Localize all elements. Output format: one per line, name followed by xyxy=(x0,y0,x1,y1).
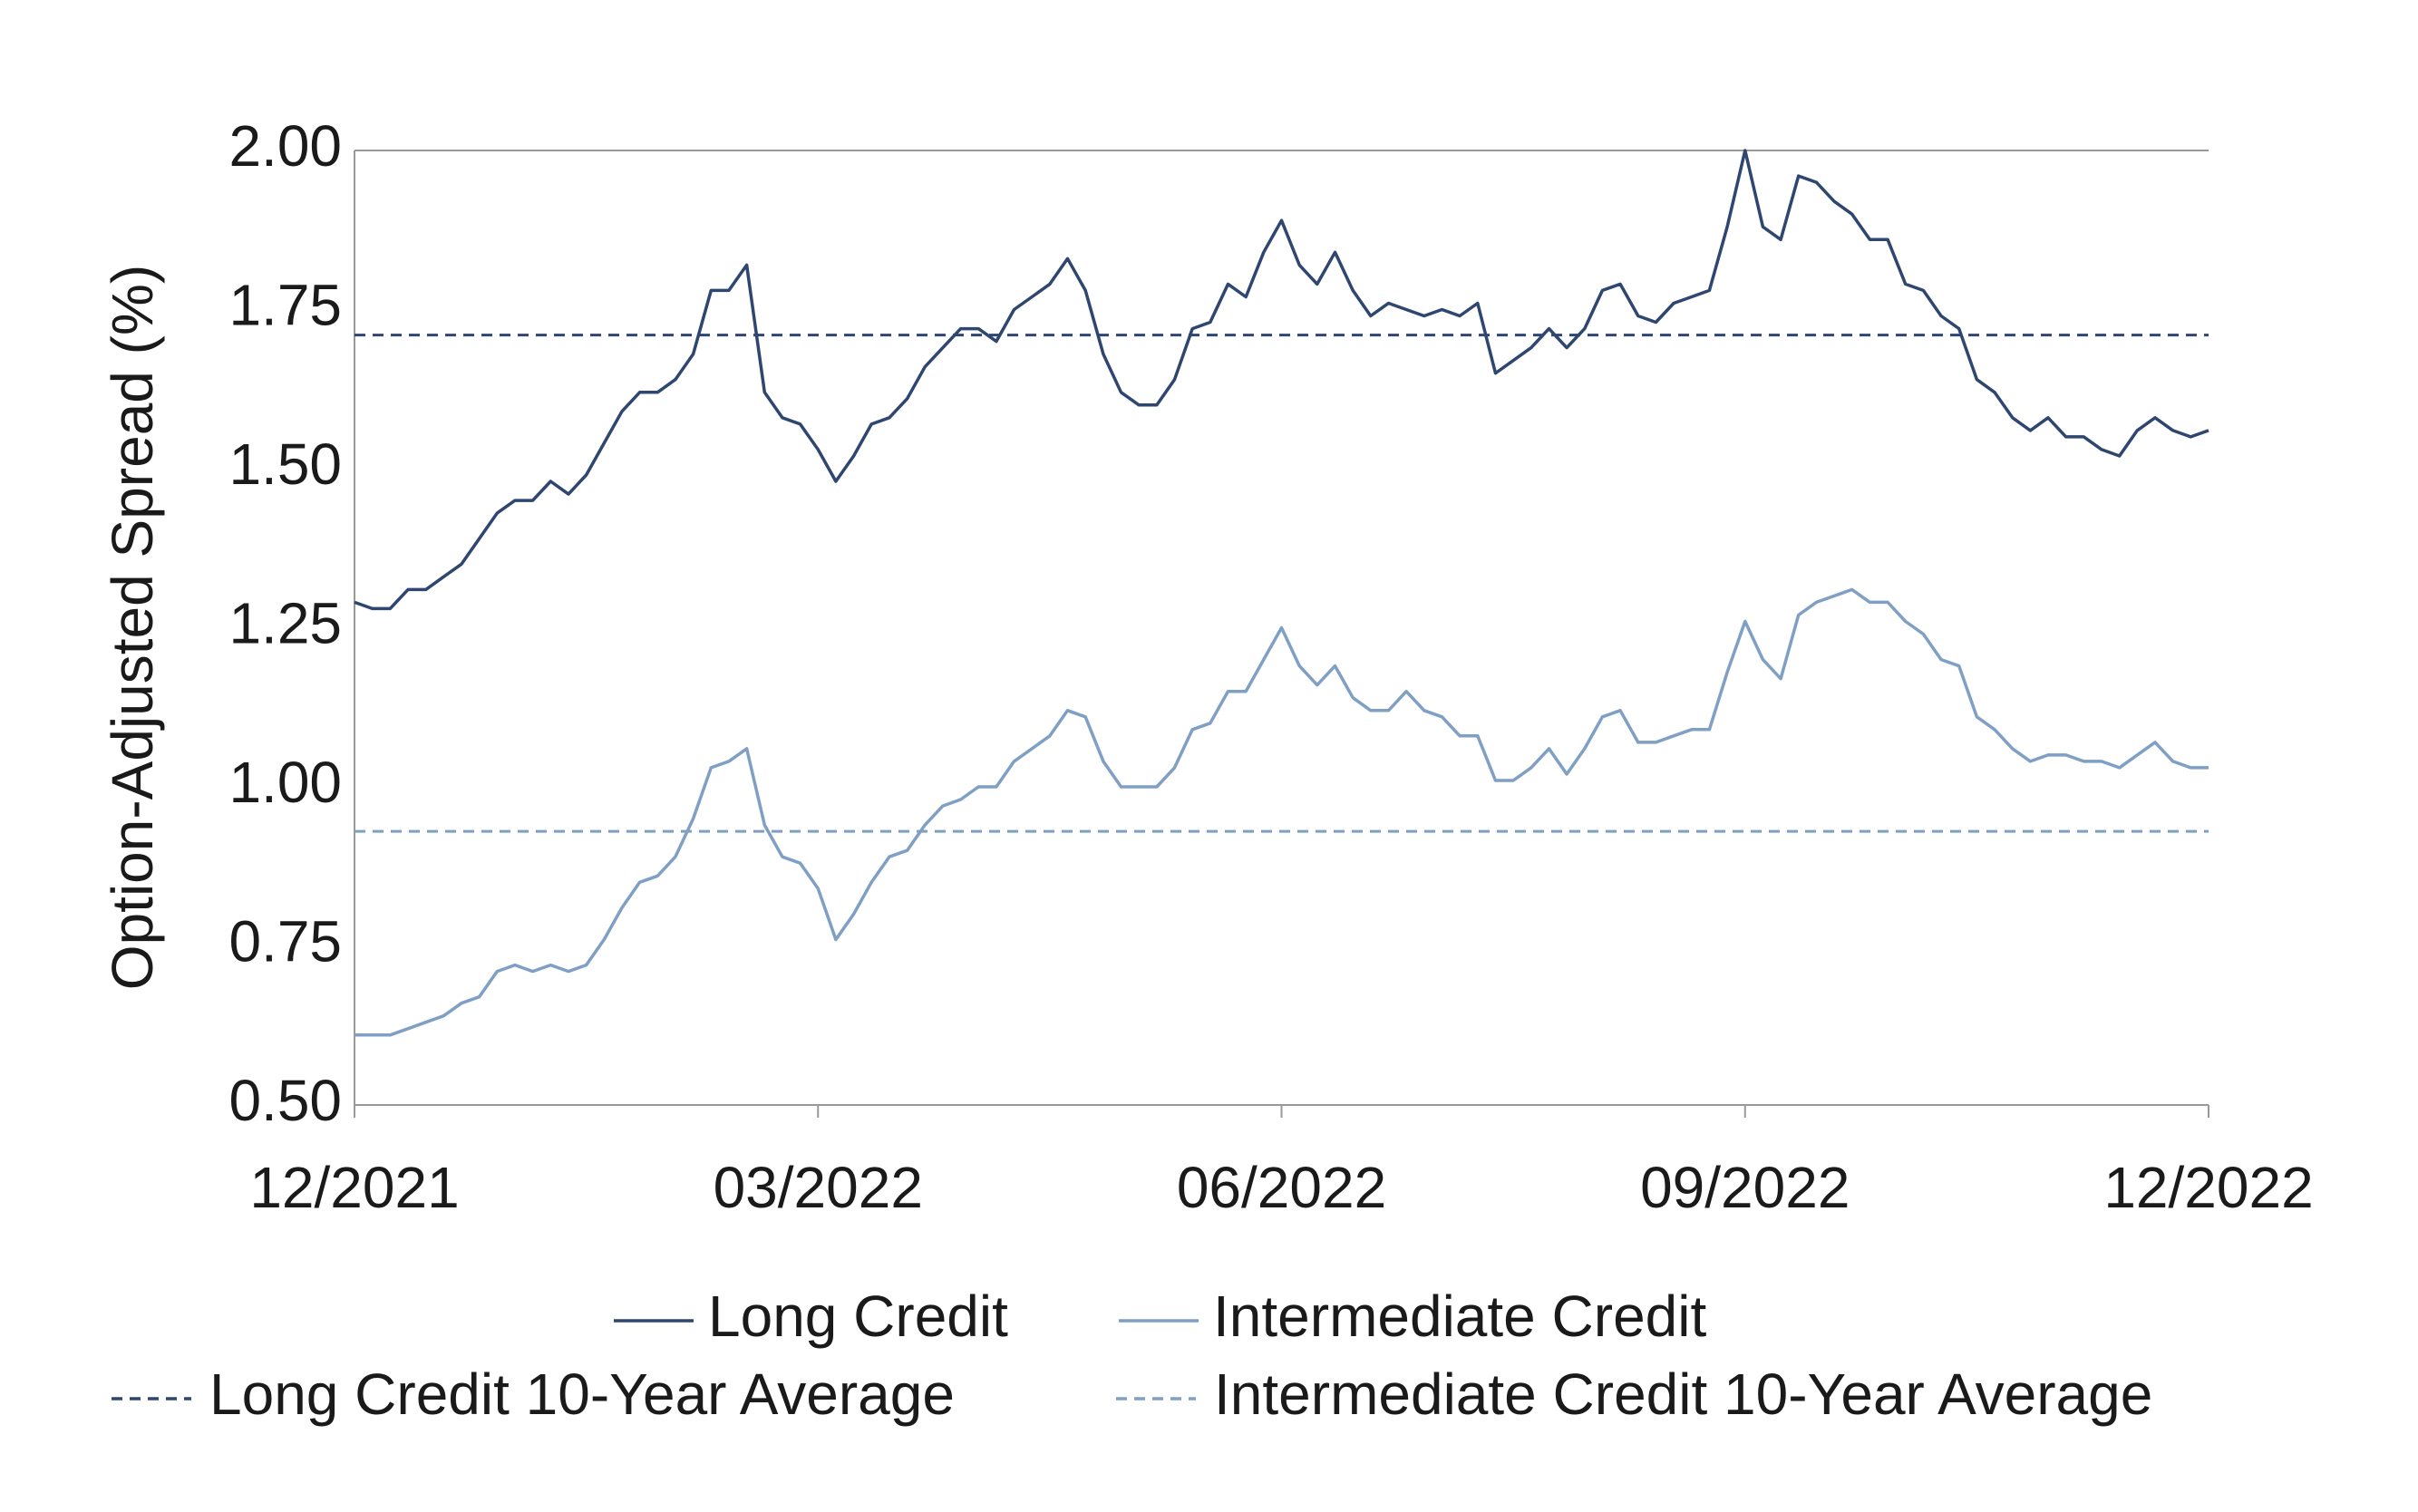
series-line xyxy=(354,587,2209,1037)
legend-label: Intermediate Credit 10-Year Average xyxy=(1214,1362,2152,1427)
y-tick-label: 0.75 xyxy=(228,908,342,974)
x-tick-label: 12/2021 xyxy=(249,1155,459,1220)
x-tick-label: 09/2022 xyxy=(1640,1155,1850,1220)
x-tick-label: 03/2022 xyxy=(714,1155,923,1220)
series-line xyxy=(354,149,2209,611)
y-tick-label: 1.50 xyxy=(228,431,342,497)
y-tick-label: 1.25 xyxy=(228,590,342,655)
y-tick-label: 1.00 xyxy=(228,750,342,815)
legend-label: Long Credit xyxy=(708,1284,1008,1349)
x-tick-label: 06/2022 xyxy=(1177,1155,1386,1220)
legend-label: Intermediate Credit xyxy=(1213,1284,1706,1349)
legend-label: Long Credit 10-Year Average xyxy=(209,1362,955,1427)
y-tick-label: 0.50 xyxy=(228,1068,342,1133)
y-axis-label: Option-Adjusted Spread (%) xyxy=(100,265,165,990)
y-tick-label: 1.75 xyxy=(228,272,342,337)
y-tick-label: 2.00 xyxy=(228,113,342,179)
x-tick-label: 12/2022 xyxy=(2103,1155,2313,1220)
